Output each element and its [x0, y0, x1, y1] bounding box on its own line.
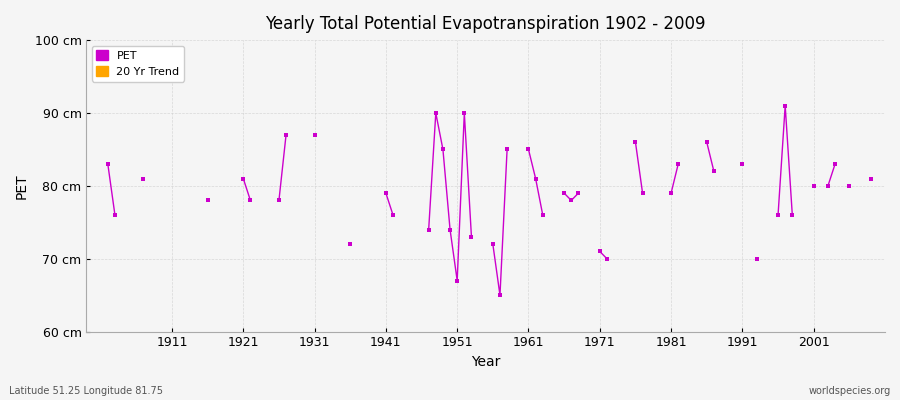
- Title: Yearly Total Potential Evapotranspiration 1902 - 2009: Yearly Total Potential Evapotranspiratio…: [266, 15, 706, 33]
- Y-axis label: PET: PET: [15, 173, 29, 199]
- X-axis label: Year: Year: [471, 355, 500, 369]
- Legend: PET, 20 Yr Trend: PET, 20 Yr Trend: [92, 46, 184, 82]
- Text: worldspecies.org: worldspecies.org: [809, 386, 891, 396]
- Text: Latitude 51.25 Longitude 81.75: Latitude 51.25 Longitude 81.75: [9, 386, 163, 396]
